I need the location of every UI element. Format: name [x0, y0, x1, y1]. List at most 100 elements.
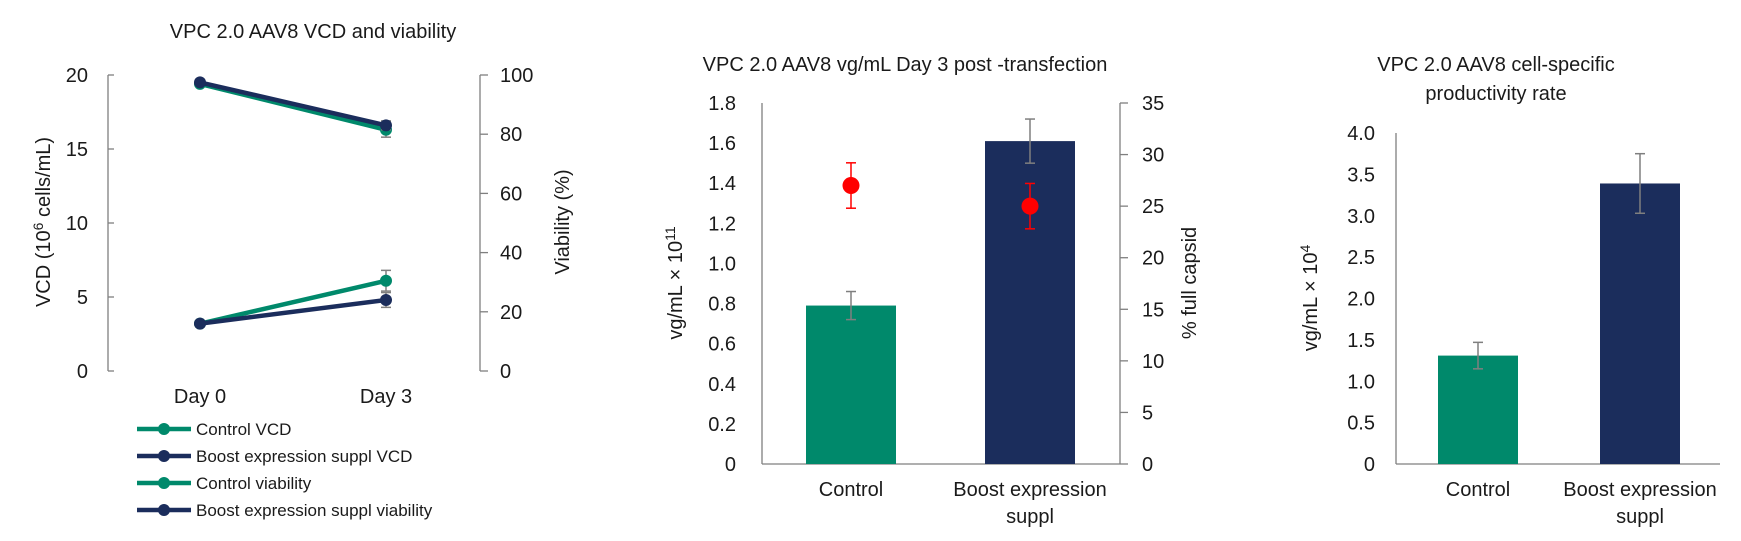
- chart2-right-tick-label: 30: [1142, 145, 1164, 167]
- chart1-series-1: [194, 291, 392, 330]
- chart2-right-tick-label: 20: [1142, 248, 1164, 270]
- chart1-series-3: [194, 76, 392, 132]
- chart1-y-axis-label: VCD (106 cells/mL): [30, 137, 55, 307]
- chart2-left-tick-label: 0: [725, 454, 736, 476]
- chart2-left-tick-label: 0.4: [708, 374, 736, 396]
- chart2-left-ticks: 0 0.2 0.4 0.6 0.8 1.0 1.2 1.4 1.6 1.8: [708, 93, 736, 476]
- chart3-bar-error: [1473, 341, 1483, 370]
- chart2-left-tick-label: 1.6: [708, 133, 736, 155]
- chart1-right-tick-label: 20: [500, 302, 522, 324]
- chart2-full-capsid-point: [842, 177, 860, 195]
- chart2-x-ticks: Control Boost expression suppl: [819, 479, 1107, 528]
- chart2-left-tick-label: 1.8: [708, 93, 736, 115]
- chart3-bar: [1438, 355, 1518, 464]
- chart2-right-tick-label: 15: [1142, 299, 1164, 321]
- chart2-left-tick-label: 0.6: [708, 334, 736, 356]
- chart3-tick-label: 2.5: [1347, 247, 1375, 269]
- chart3-tick-label: 1.0: [1347, 371, 1375, 393]
- chart1-x-tick-label: Day 3: [360, 386, 412, 408]
- chart1-series-1-point: [194, 317, 206, 330]
- chart1-x-tick-label: Day 0: [174, 386, 226, 408]
- chart1-left-tick-label: 5: [77, 287, 88, 309]
- chart3-x-tick-line: suppl: [1616, 506, 1664, 528]
- chart1-left-ticks: 0 5 10 15 20: [66, 65, 114, 383]
- chart2-bars: [806, 118, 1075, 464]
- chart-vcd-viability: VPC 2.0 AAV8 VCD and viability 05101520 …: [30, 21, 574, 520]
- chart2-overlay-points: [842, 162, 1039, 230]
- chart2-y-axis-label: vg/mL × 1011: [662, 226, 687, 340]
- chart2-left-tick-label: 1.4: [708, 173, 736, 195]
- chart2-x-tick-label: Control: [819, 479, 883, 501]
- chart1-right-tick-label: 40: [500, 243, 522, 265]
- chart2-full-capsid-point-group: [1021, 182, 1039, 230]
- chart1-legend-label: Boost expression suppl viability: [196, 501, 433, 520]
- chart1-series-3-point: [380, 119, 392, 132]
- chart1-right-ticks: 0 20 40 60 80 100: [480, 65, 533, 383]
- chart2-x-tick-line: suppl: [1006, 506, 1054, 528]
- chart2-right-ticks: 0 5 10 15 20 25 30 35: [1120, 93, 1164, 476]
- chart3-tick-label: 2.0: [1347, 289, 1375, 311]
- chart1-legend-item-1: Boost expression suppl VCD: [137, 447, 412, 466]
- chart1-left-tick-label: 15: [66, 139, 88, 161]
- chart1-legend: Control VCD Boost expression suppl VCD Con…: [137, 420, 433, 520]
- chart2-right-tick-label: 10: [1142, 351, 1164, 373]
- chart2-full-capsid-point-group: [842, 162, 860, 209]
- chart-vg-per-ml: VPC 2.0 AAV8 vg/mL Day 3 post -transfect…: [662, 54, 1201, 528]
- chart1-right-tick-label: 80: [500, 124, 522, 146]
- chart3-tick-label: 0: [1364, 454, 1375, 476]
- chart1-x-ticks: Day 0 Day 3: [174, 386, 412, 408]
- chart3-bars: [1438, 152, 1680, 465]
- chart1-series-3-line: [199, 80, 387, 128]
- chart1-right-tick-label: 0: [500, 361, 511, 383]
- chart2-right-tick-label: 0: [1142, 454, 1153, 476]
- chart3-title: VPC 2.0 AAV8 cell-specific productivity r…: [1377, 54, 1615, 105]
- chart1-right-tick-label: 60: [500, 183, 522, 205]
- chart2-right-tick-label: 25: [1142, 196, 1164, 218]
- chart3-tick-label: 4.0: [1347, 123, 1375, 145]
- chart1-series-0-line: [199, 278, 387, 326]
- chart1-left-tick-label: 20: [66, 65, 88, 87]
- chart1-series-1-point: [380, 293, 392, 306]
- chart-cell-specific-productivity: VPC 2.0 AAV8 cell-specific productivity r…: [1297, 54, 1720, 528]
- chart2-bar-error: [1025, 118, 1035, 164]
- chart3-tick-label: 1.5: [1347, 330, 1375, 352]
- chart2-full-capsid-point: [1021, 197, 1039, 215]
- chart1-legend-swatch-marker: [158, 504, 170, 516]
- chart3-tick-label: 3.5: [1347, 164, 1375, 186]
- chart1-legend-item-3: Boost expression suppl viability: [137, 501, 433, 520]
- chart2-left-tick-label: 1.2: [708, 213, 736, 235]
- chart1-series-3-point: [194, 76, 206, 89]
- chart1-legend-label: Boost expression suppl VCD: [196, 447, 412, 466]
- chart3-y-axis-label: vg/mL × 104: [1297, 245, 1322, 352]
- chart2-x-tick-line: Control: [819, 479, 883, 501]
- chart2-right-tick-label: 35: [1142, 93, 1164, 115]
- chart2-x-tick-label: Boost expression suppl: [953, 479, 1106, 528]
- chart2-left-tick-label: 0.8: [708, 294, 736, 316]
- chart1-left-tick-label: 10: [66, 213, 88, 235]
- chart1-legend-swatch-marker: [158, 450, 170, 462]
- chart3-x-tick-line: Boost expression: [1563, 479, 1716, 501]
- chart2-left-tick-label: 0.2: [708, 414, 736, 436]
- chart2-bar: [806, 305, 896, 464]
- chart3-x-tick-label: Control: [1446, 479, 1510, 501]
- chart2-title: VPC 2.0 AAV8 vg/mL Day 3 post -transfect…: [703, 54, 1108, 76]
- chart1-series-0-point: [380, 274, 392, 287]
- chart1-left-tick-label: 0: [77, 361, 88, 383]
- chart3-ticks: 0 0.5 1.0 1.5 2.0 2.5 3.0 3.5 4.0: [1347, 123, 1375, 476]
- chart3-tick-label: 3.0: [1347, 206, 1375, 228]
- chart3-tick-label: 0.5: [1347, 413, 1375, 435]
- chart1-legend-swatch-marker: [158, 423, 170, 435]
- chart1-y2-axis-label: Viability (%): [552, 169, 574, 274]
- chart1-right-tick-label: 100: [500, 65, 533, 87]
- chart3-x-tick-line: Control: [1446, 479, 1510, 501]
- chart1-title: VPC 2.0 AAV8 VCD and viability: [170, 21, 456, 43]
- chart1-legend-label: Control viability: [196, 474, 312, 493]
- chart1-legend-label: Control VCD: [196, 420, 291, 439]
- chart1-legend-item-0: Control VCD: [137, 420, 291, 439]
- chart3-x-tick-label: Boost expression suppl: [1563, 479, 1716, 528]
- chart2-x-tick-line: Boost expression: [953, 479, 1106, 501]
- chart1-legend-item-2: Control viability: [137, 474, 312, 493]
- chart3-bar-error: [1635, 152, 1645, 215]
- chart1-legend-swatch-marker: [158, 477, 170, 489]
- chart2-left-tick-label: 1.0: [708, 253, 736, 275]
